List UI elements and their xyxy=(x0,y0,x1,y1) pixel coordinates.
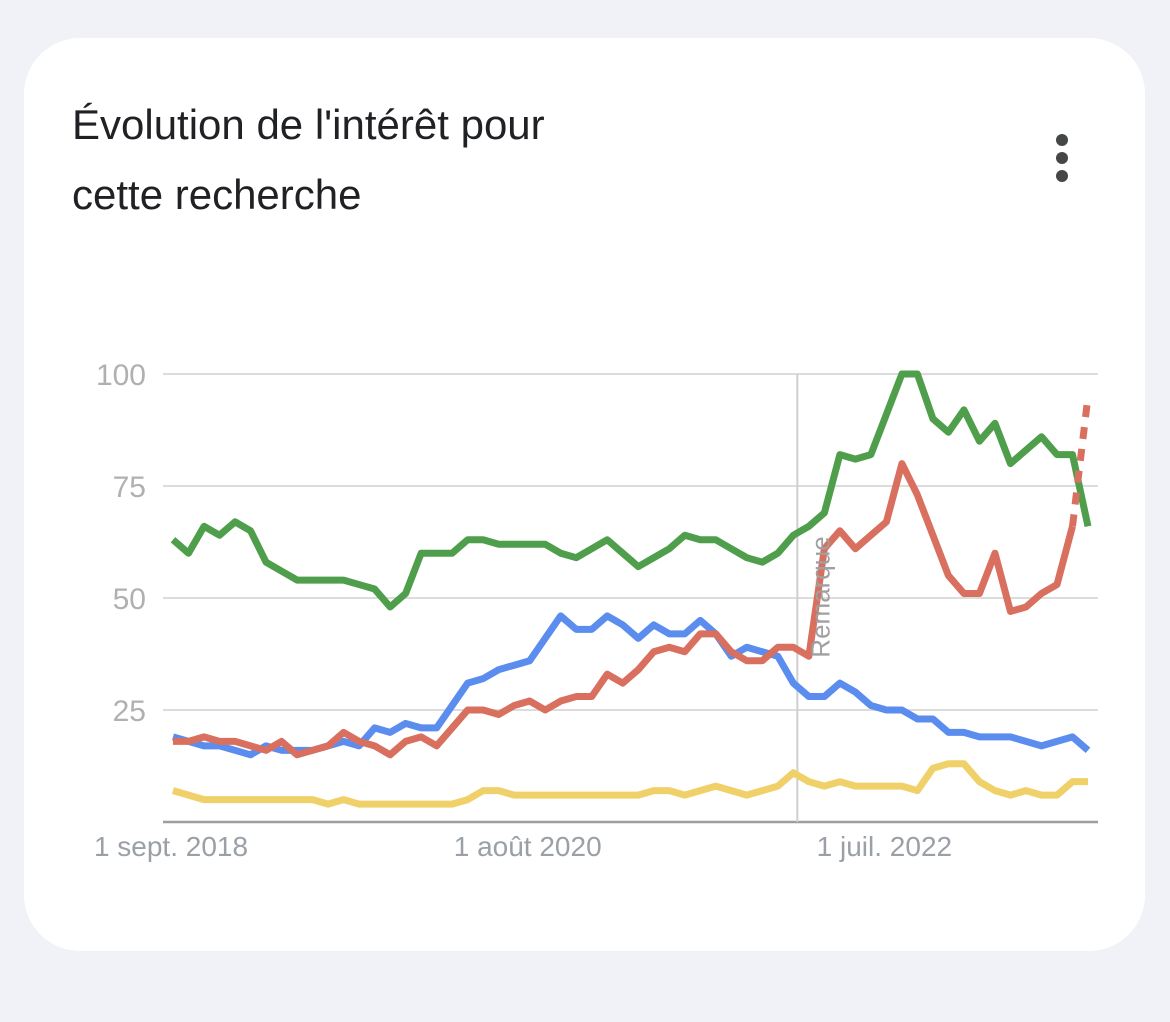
more-vert-icon[interactable] xyxy=(1040,128,1084,188)
x-tick-label: 1 juil. 2022 xyxy=(817,831,952,862)
y-tick-label: 75 xyxy=(113,471,146,504)
x-tick-label: 1 sept. 2018 xyxy=(94,831,248,862)
series-line xyxy=(172,760,1088,808)
card-title-line1: Évolution de l'intérêt pour xyxy=(72,101,545,148)
menu-dot xyxy=(1056,170,1068,182)
series-line xyxy=(173,460,1076,759)
y-tick-label: 50 xyxy=(113,583,146,616)
series-line xyxy=(172,612,1091,759)
card-title: Évolution de l'intérêt pour cette recher… xyxy=(72,90,692,230)
series-line xyxy=(170,370,1092,611)
menu-dot xyxy=(1056,152,1068,164)
y-tick-label: 100 xyxy=(96,359,146,392)
menu-dot xyxy=(1056,134,1068,146)
x-tick-label: 1 août 2020 xyxy=(454,831,602,862)
y-tick-label: 25 xyxy=(113,695,146,728)
card-title-line2: cette recherche xyxy=(72,171,362,218)
annotation-label: Remarque xyxy=(805,536,835,657)
